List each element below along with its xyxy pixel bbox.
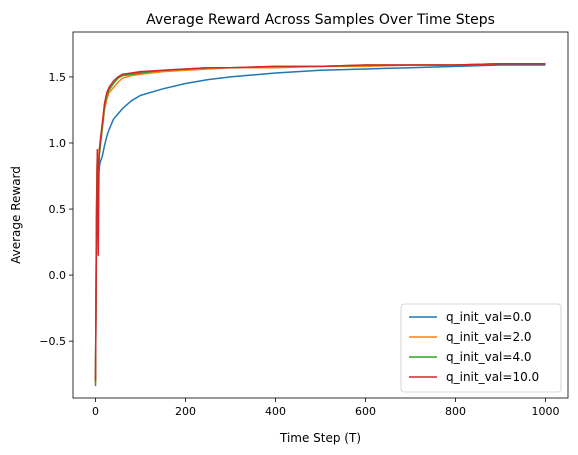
y-axis-label: Average Reward (9, 166, 23, 264)
series-line-3 (94, 62, 546, 381)
y-tick-label: 1.5 (49, 71, 67, 84)
x-tick-label: 0 (92, 405, 99, 418)
x-axis-label: Time Step (T) (279, 431, 361, 445)
y-tick-label: 0.0 (49, 269, 67, 282)
y-tick-label: 0.5 (49, 203, 67, 216)
legend-frame (400, 303, 562, 393)
chart-title: Average Reward Across Samples Over Time … (146, 12, 495, 28)
legend: q_init_val=0.0 q_init_val=2.0 q_init_val=4… (400, 303, 562, 393)
legend-label-0: q_init_val=0.0 (446, 310, 532, 324)
legend-label-1: q_init_val=2.0 (446, 330, 532, 344)
x-axis: 0 200 400 600 800 1000 (92, 398, 560, 418)
plot-area (94, 62, 546, 387)
y-tick-label: 1.0 (49, 137, 67, 150)
x-tick-label: 200 (175, 405, 196, 418)
y-axis: −0.5 0.0 0.5 1.0 1.5 (39, 71, 73, 348)
plot-frame (72, 31, 569, 399)
legend-label-3: q_init_val=10.0 (446, 370, 539, 384)
x-tick-label: 600 (355, 405, 376, 418)
x-tick-label: 800 (445, 405, 466, 418)
x-tick-label: 1000 (532, 405, 560, 418)
legend-label-2: q_init_val=4.0 (446, 350, 532, 364)
x-tick-label: 400 (265, 405, 286, 418)
y-tick-label: −0.5 (39, 335, 66, 348)
